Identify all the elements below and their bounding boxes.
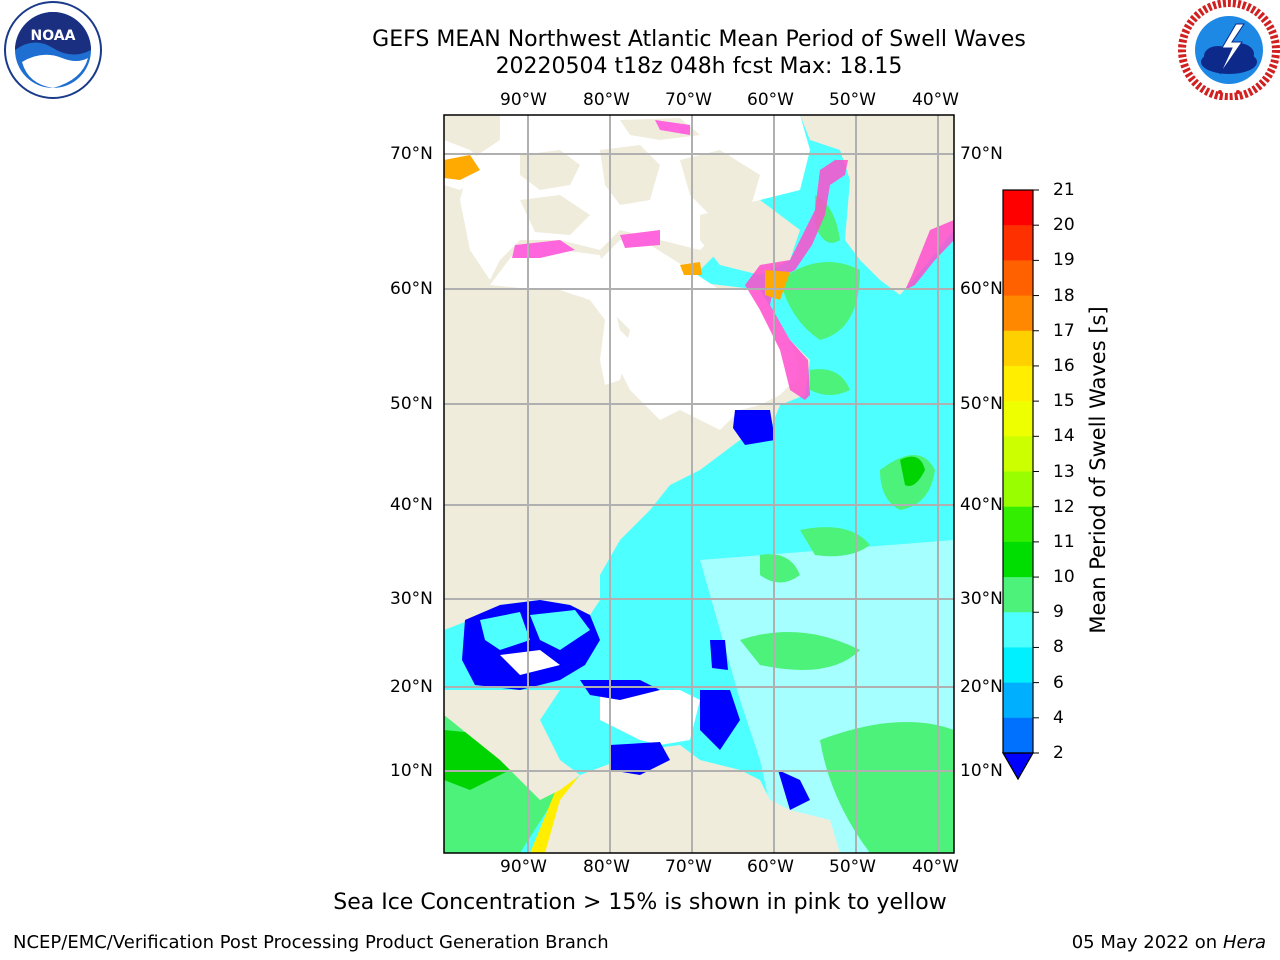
sea-ice-note: Sea Ice Concentration > 15% is shown in … xyxy=(333,890,947,915)
lat-label-left: 20°N xyxy=(390,677,433,697)
colorbar-segment xyxy=(1003,401,1033,437)
colorbar-segment xyxy=(1003,577,1033,613)
swell-zone-9-10-d xyxy=(820,722,954,853)
chart-title: GEFS MEAN Northwest Atlantic Mean Period… xyxy=(372,27,1026,52)
land-greenland xyxy=(444,115,954,295)
colorbar-segment xyxy=(1003,717,1033,754)
graticule xyxy=(444,115,954,853)
colorbar-tick-label: 4 xyxy=(1053,707,1064,728)
lat-label-right: 40°N xyxy=(960,495,1003,515)
swell-zone-caribbean xyxy=(610,742,670,775)
colorbar-tick-label: 2 xyxy=(1053,743,1064,763)
swell-zone-9-10-e xyxy=(760,554,800,583)
sea-ice-labrador xyxy=(745,160,848,400)
chart-subtitle: 20220504 t18z 048h fcst Max: 18.15 xyxy=(495,54,903,79)
colorbar-segment xyxy=(1003,225,1033,261)
colorbar-tick-label: 6 xyxy=(1053,672,1064,693)
colorbar-segment xyxy=(1003,506,1033,543)
arctic-island-b xyxy=(600,145,660,205)
lat-label-right: 20°N xyxy=(960,677,1003,697)
footer-machine: Hera xyxy=(1222,932,1266,953)
nws-logo xyxy=(1178,0,1280,104)
lat-label-left: 60°N xyxy=(390,279,433,299)
sea-ice-arctic xyxy=(444,155,480,180)
lat-label-left: 40°N xyxy=(390,495,433,515)
colorbar-segment xyxy=(1003,295,1033,332)
lat-label-right: 10°N xyxy=(960,761,1003,781)
colorbar-tick-label: 9 xyxy=(1053,602,1064,623)
colorbar-segment xyxy=(1003,682,1033,719)
colorbar-tick-label: 21 xyxy=(1053,180,1075,200)
colorbar-segment xyxy=(1003,436,1033,472)
colorbar-tick-label: 13 xyxy=(1053,461,1075,482)
lat-label-left: 50°N xyxy=(390,394,433,414)
lat-label-right: 30°N xyxy=(960,589,1003,609)
lon-label-top: 70°W xyxy=(665,90,712,110)
swell-zone-newfoundland xyxy=(810,369,850,395)
colorbar xyxy=(1001,189,1039,781)
noaa-logo: NOAA xyxy=(2,0,104,104)
colorbar-segment xyxy=(1003,612,1033,648)
caribbean-water xyxy=(600,690,700,745)
colorbar-segment xyxy=(1003,471,1033,508)
swell-zone-9-10-b xyxy=(800,527,870,557)
colorbar-tick-label: 14 xyxy=(1053,426,1075,447)
lat-label-right: 60°N xyxy=(960,279,1003,299)
colorbar-tick-label: 8 xyxy=(1053,637,1064,658)
colorbar-tick-label: 10 xyxy=(1053,567,1075,588)
land-central-america xyxy=(444,690,580,800)
lon-label-bottom: 60°W xyxy=(747,857,794,877)
colorbar-segment xyxy=(1003,647,1033,684)
lat-label-left: 30°N xyxy=(390,589,433,609)
footer-date-text: 05 May 2022 on xyxy=(1071,932,1218,953)
map-frame xyxy=(443,114,955,854)
colorbar-tick-label: 19 xyxy=(1053,250,1075,271)
lon-label-top: 50°W xyxy=(829,90,876,110)
swell-zone-gulf-stlawrence xyxy=(733,410,775,445)
colorbar-tick-label: 15 xyxy=(1053,391,1075,412)
colorbar-segment xyxy=(1003,260,1033,297)
colorbar-extend-triangle xyxy=(1001,752,1035,781)
lon-label-bottom: 50°W xyxy=(829,857,876,877)
colorbar-segment xyxy=(1003,190,1033,226)
lon-label-top: 90°W xyxy=(500,90,547,110)
lon-label-top: 60°W xyxy=(747,90,794,110)
lat-label-left: 10°N xyxy=(390,761,433,781)
colorbar-segment xyxy=(1003,365,1033,402)
noaa-logo-text: NOAA xyxy=(31,28,76,44)
lon-label-bottom: 40°W xyxy=(912,857,959,877)
colorbar-segment xyxy=(1003,541,1033,578)
arctic-island-a xyxy=(520,150,580,190)
footer-date: 05 May 2022 on Hera xyxy=(1072,932,1266,953)
colorbar-tick-label: 17 xyxy=(1053,320,1075,341)
colorbar-tick-label: 11 xyxy=(1053,531,1075,552)
lon-label-bottom: 80°W xyxy=(583,857,630,877)
swell-zone-9-10-c xyxy=(740,632,860,670)
colorbar-tick-label: 20 xyxy=(1053,215,1075,236)
swell-zone-10-11 xyxy=(900,456,925,486)
lat-label-right: 70°N xyxy=(960,144,1003,164)
baffin-island xyxy=(680,150,760,215)
lon-label-top: 40°W xyxy=(912,90,959,110)
footer-producer: NCEP/EMC/Verification Post Processing Pr… xyxy=(13,932,609,953)
colorbar-segment xyxy=(1003,330,1033,367)
colorbar-tick-label: 16 xyxy=(1053,355,1075,376)
lat-label-right: 50°N xyxy=(960,394,1003,414)
colorbar-tick-label: 12 xyxy=(1053,496,1075,517)
arctic-island-c xyxy=(520,195,590,235)
lat-label-left: 70°N xyxy=(390,144,433,164)
lon-label-bottom: 90°W xyxy=(500,857,547,877)
colorbar-tick-label: 18 xyxy=(1053,285,1075,306)
swell-zone-labrador xyxy=(780,262,860,340)
sea-ice-greenland xyxy=(905,220,954,290)
colorbar-title: Mean Period of Swell Waves [s] xyxy=(1086,306,1110,634)
lon-label-top: 80°W xyxy=(583,90,630,110)
lon-label-bottom: 70°W xyxy=(665,857,712,877)
